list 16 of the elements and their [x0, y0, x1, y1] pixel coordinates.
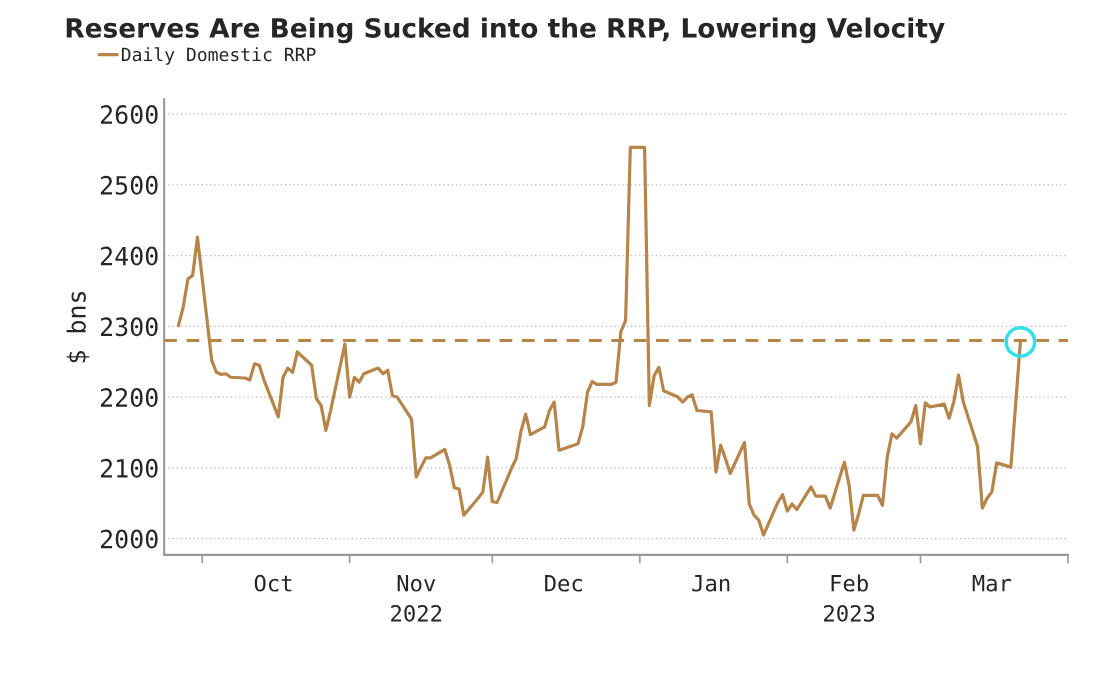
y-tick-label: 2400	[100, 246, 158, 266]
y-tick-label: 2100	[100, 458, 158, 478]
legend-label: Daily Domestic RRP	[121, 47, 316, 65]
chart-title: Reserves Are Being Sucked into the RRP, Lowering Velocity	[66, 17, 945, 44]
x-tick-label: Oct	[254, 574, 292, 592]
y-tick-label: 2000	[100, 529, 158, 549]
x-tick-label: Jan	[692, 575, 730, 592]
x-tick-label: Feb 2023	[824, 574, 875, 622]
y-tick-label: 2600	[100, 105, 158, 124]
y-tick-label: 2300	[100, 317, 158, 337]
y-axis-title: $ bns	[66, 291, 90, 363]
y-tick-label: 2500	[100, 175, 158, 195]
x-tick-label: Mar	[972, 575, 1012, 592]
x-tick-label: Nov 2022	[391, 575, 442, 622]
x-tick-label: Dec	[545, 575, 582, 592]
y-tick-label: 2200	[100, 388, 158, 407]
